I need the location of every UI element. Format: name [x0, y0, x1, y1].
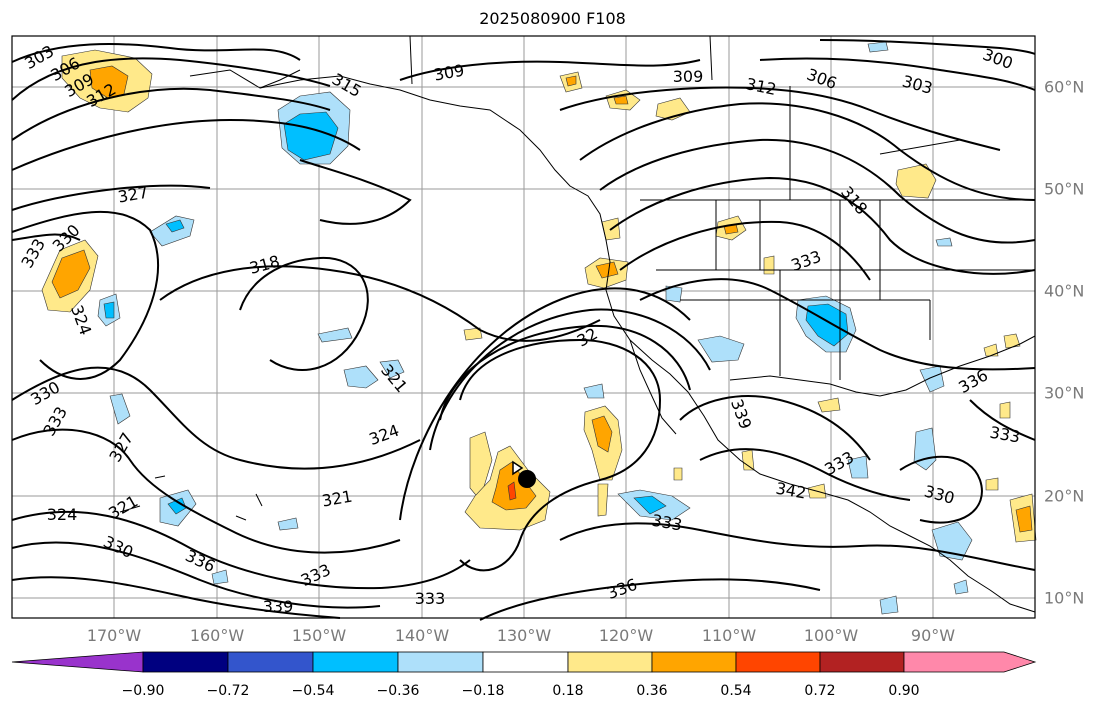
height-contours [11, 39, 1036, 621]
colorbar-tick-label: −0.72 [206, 683, 250, 699]
lat-label: 30°N [1044, 383, 1085, 403]
colorbar-tick-label: −0.18 [461, 683, 505, 699]
lon-label: 120°W [598, 626, 654, 645]
colorbar-tick-label: 0.54 [720, 683, 752, 699]
colorbar-segment [312, 651, 399, 673]
lon-label: 140°W [394, 626, 450, 645]
lat-label: 50°N [1044, 179, 1085, 199]
colorbar-segment [735, 651, 821, 673]
contour-label: 333 [415, 589, 446, 608]
lat-label: 20°N [1044, 486, 1085, 506]
colorbar-segment [651, 651, 737, 673]
contour-label: 339 [263, 597, 294, 616]
colorbar-max-extend [903, 651, 1037, 673]
colorbar-segment [567, 651, 653, 673]
colorbar [11, 651, 1037, 673]
lon-label: 160°W [189, 626, 245, 645]
lon-label: 150°W [291, 626, 347, 645]
colorbar-tick-label: −0.54 [291, 683, 335, 699]
lon-label: 100°W [803, 626, 859, 645]
colorbar-segment [819, 651, 905, 673]
colorbar-segment [227, 651, 314, 673]
colorbar-tick-label: 0.90 [888, 683, 920, 699]
contour-label: 309 [673, 67, 704, 86]
colorbar-min-extend [11, 651, 144, 673]
colorbar-tick-label: −0.36 [376, 683, 420, 699]
lon-label: 170°W [86, 626, 142, 645]
contour-label: 324 [47, 505, 78, 524]
colorbar-segment [397, 651, 484, 673]
colorbar-segment [482, 651, 569, 673]
coastlines [119, 35, 1036, 613]
lat-label: 60°N [1044, 77, 1085, 97]
lon-label: 130°W [496, 626, 552, 645]
map-frame [11, 35, 1036, 619]
colorbar-tick-label: 0.36 [636, 683, 668, 699]
colorbar-tick-label: −0.90 [121, 683, 165, 699]
storm-center-dot [518, 470, 536, 488]
colorbar-tick-label: 0.72 [804, 683, 836, 699]
lon-label: 110°W [701, 626, 757, 645]
lon-label: 90°W [910, 626, 956, 645]
colorbar-tick-label: 0.18 [552, 683, 584, 699]
storm-track-marker [512, 460, 524, 476]
lat-label: 10°N [1044, 588, 1085, 608]
lat-label: 40°N [1044, 281, 1085, 301]
colorbar-segment [142, 651, 229, 673]
negative-shading [97, 41, 973, 615]
map-title: 2025080900 F108 [479, 9, 626, 28]
